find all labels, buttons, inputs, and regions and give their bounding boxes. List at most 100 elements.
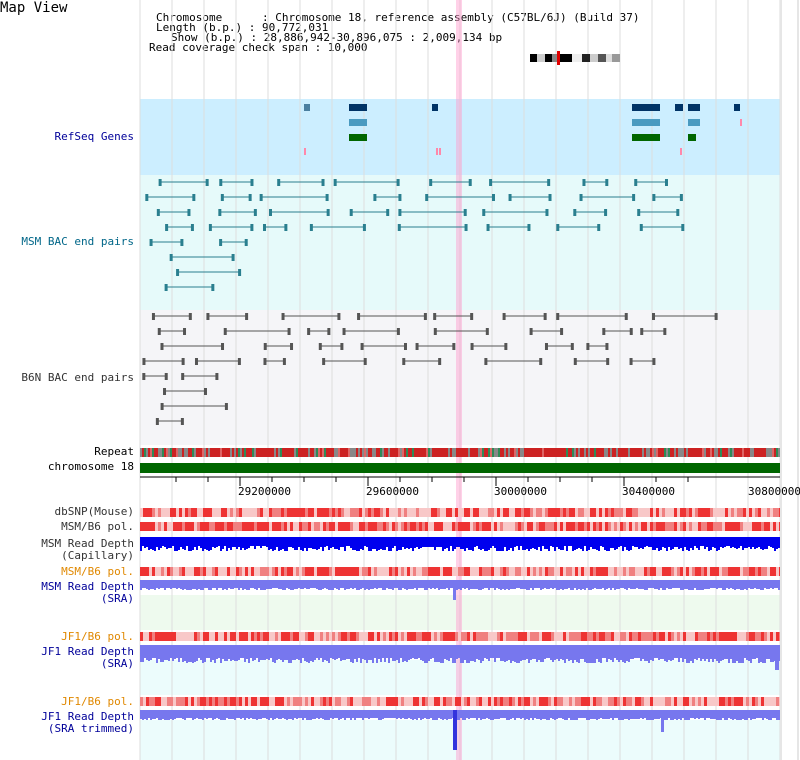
read-depth-bin	[568, 710, 570, 718]
repeat-bin	[304, 448, 306, 457]
read-depth-bin	[438, 580, 440, 590]
read-depth-bin	[702, 580, 704, 590]
read-depth-bin	[766, 580, 768, 589]
repeat-bin	[218, 448, 220, 457]
read-depth-bin	[168, 645, 170, 661]
read-depth-bin	[220, 580, 222, 588]
read-depth-bin	[212, 537, 214, 547]
polymorphism-bin	[644, 697, 647, 706]
track-label-b6n-bac[interactable]: B6N BAC end pairs	[21, 372, 134, 384]
polymorphism-bin	[212, 697, 215, 706]
track-label-dbsnp[interactable]: dbSNP(Mouse)	[55, 506, 134, 518]
read-depth-bin	[324, 580, 326, 588]
polymorphism-bin	[203, 567, 206, 576]
polymorphism-bin	[590, 697, 593, 706]
msm-bac-end	[527, 224, 530, 231]
read-depth-bin	[350, 710, 352, 720]
read-depth-bin	[288, 710, 290, 719]
polymorphism-bin	[458, 522, 461, 531]
track-label-msm-read-depth-capillary[interactable]: MSM Read Depth (Capillary)	[41, 538, 134, 562]
repeat-bin	[380, 448, 382, 457]
polymorphism-bin	[227, 697, 230, 706]
read-depth-bin	[610, 645, 612, 660]
polymorphism-bin	[602, 508, 605, 517]
track-label-msm-b6-pol-2[interactable]: MSM/B6 pol.	[61, 566, 134, 578]
repeat-bin	[578, 448, 580, 457]
polymorphism-bin	[596, 522, 599, 531]
polymorphism-bin	[650, 632, 653, 641]
polymorphism-bin	[608, 522, 611, 531]
polymorphism-bin	[449, 522, 452, 531]
read-depth-bin	[390, 580, 392, 589]
track-label-msm-bac[interactable]: MSM BAC end pairs	[21, 236, 134, 248]
polymorphism-bin	[689, 567, 692, 576]
gene-feature	[349, 134, 367, 141]
polymorphism-bin	[518, 697, 521, 706]
track-label-msm-b6-pol[interactable]: MSM/B6 pol.	[61, 521, 134, 533]
polymorphism-bin	[431, 522, 434, 531]
polymorphism-bin	[737, 697, 740, 706]
read-depth-bin	[620, 645, 622, 660]
read-depth-bin	[618, 537, 620, 547]
read-depth-bin	[594, 645, 596, 663]
track-label-jf1-b6-pol[interactable]: JF1/B6 pol.	[61, 631, 134, 643]
read-depth-bin	[480, 580, 482, 590]
read-depth-bin	[230, 580, 232, 589]
repeat-bin	[516, 448, 518, 457]
read-depth-bin	[502, 580, 504, 589]
track-label-jf1-read-depth-sra[interactable]: JF1 Read Depth (SRA)	[41, 646, 134, 670]
polymorphism-bin	[389, 697, 392, 706]
read-depth-bin	[140, 710, 142, 719]
polymorphism-bin	[602, 632, 605, 641]
read-depth-bin	[164, 537, 166, 547]
read-depth-bin	[376, 580, 378, 589]
read-depth-bin	[624, 645, 626, 663]
repeat-bin	[758, 448, 760, 457]
read-depth-bin	[432, 580, 434, 588]
polymorphism-bin	[164, 632, 167, 641]
repeat-bin	[450, 448, 452, 457]
polymorphism-bin	[152, 632, 155, 641]
read-depth-bin	[264, 537, 266, 546]
read-depth-bin	[680, 537, 682, 548]
b6n-bac-end	[288, 328, 291, 335]
read-depth-bin	[278, 580, 280, 589]
polymorphism-bin	[161, 567, 164, 576]
read-depth-bin	[378, 710, 380, 720]
polymorphism-bin	[269, 632, 272, 641]
read-depth-bin	[392, 645, 394, 661]
polymorphism-bin	[539, 567, 542, 576]
polymorphism-bin	[317, 508, 320, 517]
polymorphism-bin	[656, 522, 659, 531]
read-depth-bin	[284, 645, 286, 660]
read-depth-bin	[226, 580, 228, 590]
track-label-jf1-b6-pol-2[interactable]: JF1/B6 pol.	[61, 696, 134, 708]
read-depth-bin	[412, 710, 414, 720]
read-depth-bin	[754, 537, 756, 549]
read-depth-bin	[328, 537, 330, 550]
polymorphism-bin	[236, 522, 239, 531]
read-depth-bin	[558, 537, 560, 549]
polymorphism-bin	[692, 567, 695, 576]
track-label-jf1-read-depth-trimmed[interactable]: JF1 Read Depth (SRA trimmed)	[41, 711, 134, 735]
polymorphism-bin	[404, 508, 407, 517]
polymorphism-bin	[404, 522, 407, 531]
read-depth-bin	[566, 580, 568, 589]
track-label-chromosome[interactable]: chromosome 18	[48, 461, 134, 473]
polymorphism-bin	[467, 697, 470, 706]
read-depth-bin	[526, 645, 528, 659]
read-depth-bin	[290, 537, 292, 547]
track-label-refseq[interactable]: RefSeq Genes	[55, 131, 134, 143]
track-label-repeat[interactable]: Repeat	[94, 446, 134, 458]
read-depth-bin	[300, 645, 302, 663]
read-depth-bin	[478, 537, 480, 549]
track-label-msm-read-depth-sra[interactable]: MSM Read Depth (SRA)	[41, 581, 134, 605]
polymorphism-bin	[605, 522, 608, 531]
read-depth-bin	[478, 645, 480, 660]
polymorphism-bin	[257, 567, 260, 576]
polymorphism-bin	[383, 522, 386, 531]
read-depth-bin	[768, 710, 770, 720]
read-depth-bin	[450, 710, 452, 719]
b6n-bac-end	[206, 313, 209, 320]
polymorphism-bin	[497, 522, 500, 531]
